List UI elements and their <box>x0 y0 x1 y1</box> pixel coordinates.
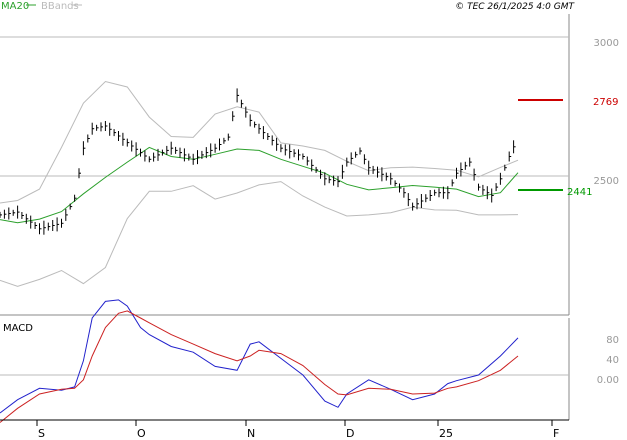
x-tick-s: S <box>38 427 45 440</box>
legend-ma20: MA20 <box>1 1 29 12</box>
macd-series-layer <box>0 299 519 423</box>
x-tick-d: D <box>346 427 354 440</box>
price-series-layer <box>0 80 519 287</box>
y-tick-2500: 2500 <box>594 176 619 187</box>
x-tick-25: 25 <box>439 427 453 440</box>
macd-line <box>0 299 519 414</box>
signal-line <box>0 310 519 423</box>
y-tick-macd-80: 80 <box>606 335 619 346</box>
x-tick-n: N <box>247 427 255 440</box>
y-tick-macd-0: 0.00 <box>597 375 619 386</box>
resistance-label: 2769 <box>593 97 618 108</box>
y-tick-macd-40: 40 <box>606 355 619 366</box>
copyright-notice: © TEC 26/1/2025 4:0 GMT <box>455 2 575 12</box>
macd-title: MACD <box>3 323 33 334</box>
bbands-upper-line <box>0 80 519 204</box>
ma20-line <box>0 146 519 224</box>
legend-bbands: BBands <box>41 1 79 12</box>
x-tick-o: O <box>137 427 146 440</box>
bbands-lower-line <box>0 181 519 287</box>
y-tick-3000: 3000 <box>594 38 619 49</box>
support-label: 2441 <box>567 187 592 198</box>
x-tick-f: F <box>553 427 559 440</box>
